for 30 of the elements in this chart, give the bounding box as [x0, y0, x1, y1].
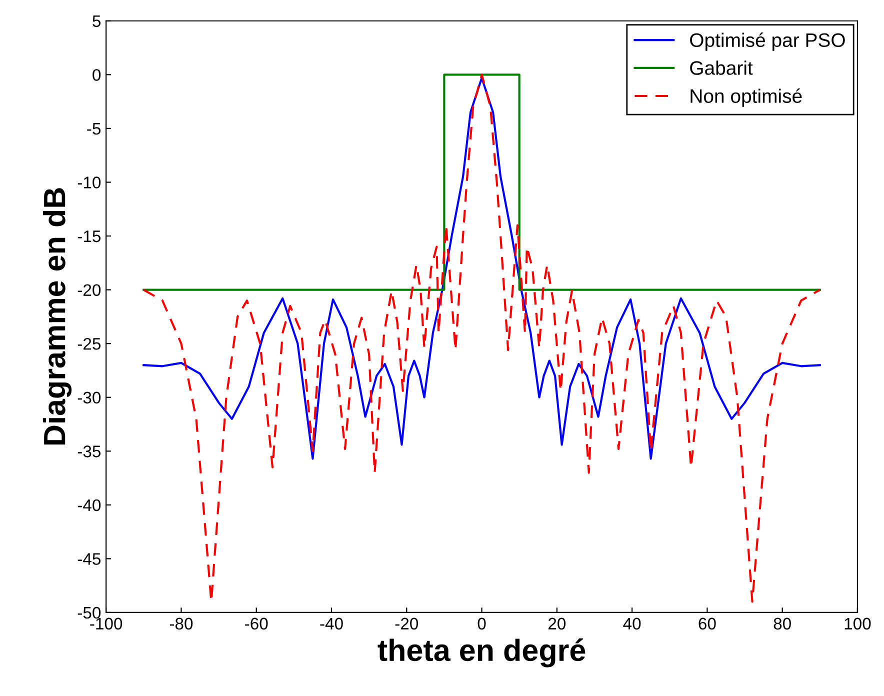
- legend-label: Non optimisé: [690, 88, 802, 107]
- y-tick-label: -50: [78, 606, 101, 619]
- y-tick-label: -20: [78, 284, 101, 296]
- x-tick-label: -100: [90, 618, 122, 630]
- x-tick-label: 0: [478, 618, 486, 630]
- x-axis-title: theta en degré: [378, 638, 586, 668]
- x-tick-label: 100: [844, 618, 871, 630]
- y-tick-label: -40: [78, 499, 101, 512]
- x-tick-label: 80: [774, 618, 791, 630]
- y-axis-title: Diagramme en dB: [42, 188, 72, 445]
- x-tick-label: -20: [395, 618, 418, 630]
- legend-label: Optimisé par PSO: [690, 32, 845, 51]
- y-tick-label: -15: [78, 230, 101, 242]
- x-tick-label: -80: [170, 618, 193, 630]
- line-series: [142, 76, 821, 460]
- y-tick-label: -35: [78, 446, 101, 458]
- y-tick-label: -25: [78, 338, 101, 350]
- x-tick-label: 20: [548, 618, 566, 630]
- y-tick-label: 5: [92, 15, 101, 28]
- x-tick-label: 60: [698, 618, 716, 630]
- y-tick-label: -5: [87, 123, 101, 135]
- y-tick-label: -30: [78, 392, 101, 404]
- x-tick-label: -60: [245, 618, 268, 630]
- y-tick-label: -45: [78, 553, 101, 565]
- x-tick-label: -40: [320, 618, 343, 630]
- legend-label: Gabarit: [690, 60, 753, 75]
- y-tick-label: -10: [78, 176, 101, 188]
- line-series: [142, 74, 821, 603]
- y-tick-label: 0: [92, 69, 101, 81]
- x-tick-label: 40: [623, 618, 641, 630]
